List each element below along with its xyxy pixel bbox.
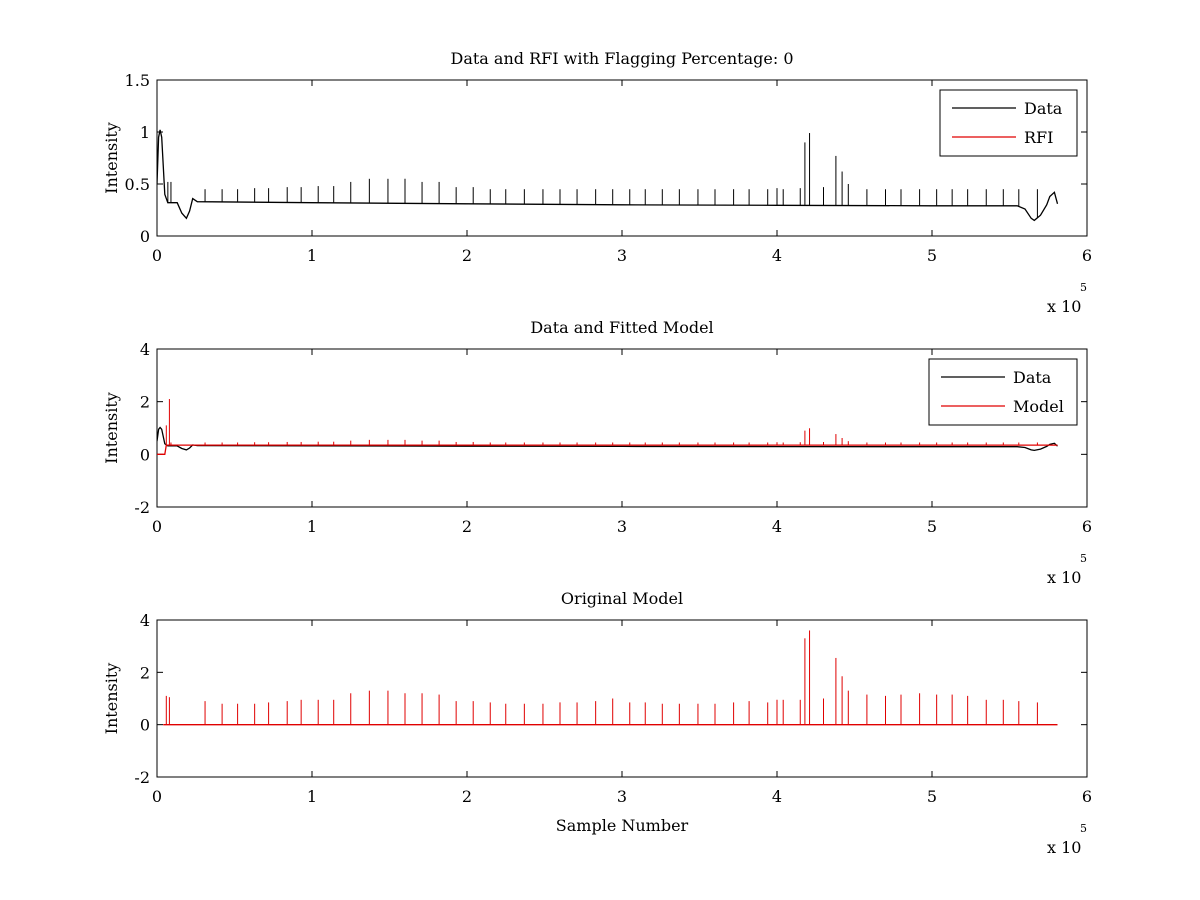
x-tick-label: 2: [462, 246, 472, 265]
y-tick-label: 2: [140, 663, 150, 682]
y-tick-label: 4: [140, 611, 150, 630]
x-multiplier: x 10: [1047, 838, 1081, 857]
x-tick-label: 6: [1082, 517, 1092, 536]
y-tick-label: -2: [134, 498, 150, 517]
y-tick-label: 1: [140, 123, 150, 142]
x-tick-label: 1: [307, 246, 317, 265]
legend-label: Data: [1024, 99, 1063, 118]
x-multiplier: x 10: [1047, 568, 1081, 587]
y-tick-label: 2: [140, 393, 150, 412]
x-tick-label: 4: [772, 787, 782, 806]
x-tick-label: 1: [307, 517, 317, 536]
subplot-1: 0 1 2 3 4 5 6 0 0.5 1 1.5 Data and RFI with Flaggin…: [102, 49, 1092, 316]
plot-area: [157, 129, 1059, 222]
y-axis-label: Intensity: [102, 122, 121, 194]
x-axis-label: Sample Number: [556, 816, 689, 835]
x-tick-label: 4: [772, 246, 782, 265]
chart-title: Data and RFI with Flagging Percentage: 0: [450, 49, 793, 68]
axes-box: [156, 79, 1088, 237]
x-multiplier-exponent: 5: [1080, 281, 1087, 294]
x-tick-label: 0: [152, 787, 162, 806]
series-model-line: [157, 444, 1058, 455]
y-tick-label: 0: [140, 227, 150, 246]
x-tick-label: 3: [617, 517, 627, 536]
axes-box: [156, 619, 1088, 778]
y-axis-label: Intensity: [102, 663, 121, 735]
x-tick-label: 0: [152, 246, 162, 265]
x-tick-label: 6: [1082, 787, 1092, 806]
legend-label: RFI: [1024, 128, 1053, 147]
x-tick-label: 3: [617, 787, 627, 806]
y-tick-label: 0: [140, 445, 150, 464]
y-tick-label: 1.5: [125, 71, 150, 90]
x-tick-label: 2: [462, 787, 472, 806]
x-tick-label: 2: [462, 517, 472, 536]
x-tick-label: 5: [927, 246, 937, 265]
legend-label: Model: [1013, 397, 1064, 416]
y-tick-label: -2: [134, 768, 150, 787]
chart-title: Original Model: [561, 589, 683, 608]
x-tick-label: 4: [772, 517, 782, 536]
x-tick-label: 6: [1082, 246, 1092, 265]
y-tick-label: 0: [140, 716, 150, 735]
x-tick-label: 3: [617, 246, 627, 265]
legend-box: [939, 89, 1078, 157]
legend: Data RFI: [939, 89, 1078, 157]
x-tick-label: 5: [927, 787, 937, 806]
legend: Data Model: [928, 358, 1078, 426]
legend-box: [928, 358, 1078, 426]
x-multiplier-exponent: 5: [1080, 552, 1087, 565]
x-tick-label: 1: [307, 787, 317, 806]
y-axis-label: Intensity: [102, 392, 121, 464]
series-data-line: [157, 426, 1058, 452]
plot-area: [163, 630, 1058, 726]
chart-title: Data and Fitted Model: [530, 318, 713, 337]
series-data-line: [157, 129, 1059, 222]
x-tick-label: 5: [927, 517, 937, 536]
x-multiplier: x 10: [1047, 297, 1081, 316]
x-tick-label: 0: [152, 517, 162, 536]
y-tick-label: 4: [140, 340, 150, 359]
y-tick-label: 0.5: [125, 175, 150, 194]
legend-label: Data: [1013, 368, 1052, 387]
x-multiplier-exponent: 5: [1080, 822, 1087, 835]
plot-area: [157, 399, 1058, 455]
